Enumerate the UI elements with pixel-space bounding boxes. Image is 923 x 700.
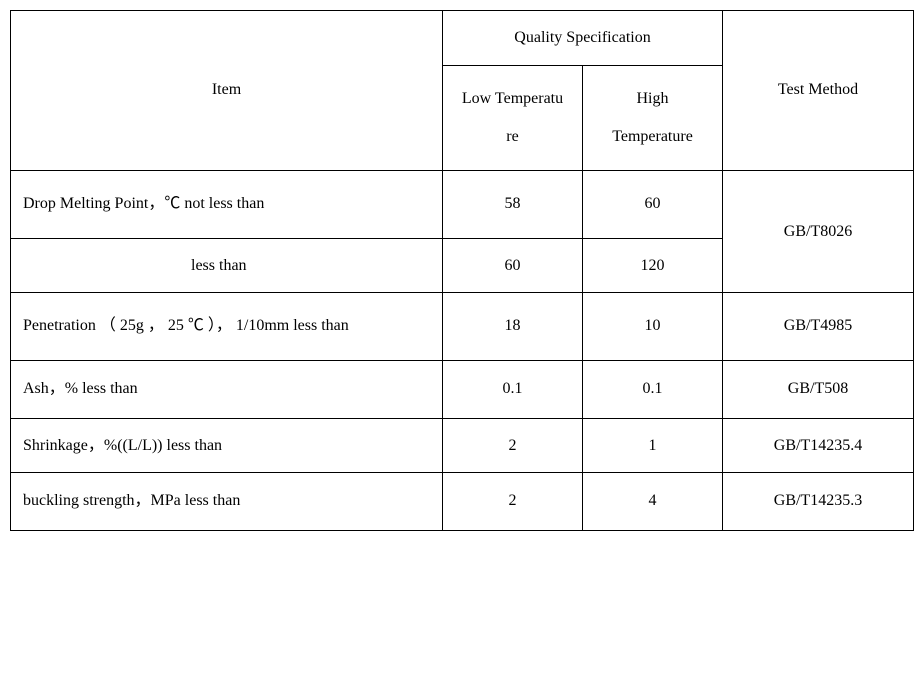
cell-item: Shrinkage，%((L/L)) less than bbox=[11, 418, 443, 473]
cell-item-text: Shrinkage，%((L/L)) less than bbox=[11, 419, 442, 473]
cell-high-text: 10 bbox=[583, 293, 722, 359]
cell-low-text: 2 bbox=[443, 419, 582, 473]
table-row: Drop Melting Point，℃ not less than 58 60… bbox=[11, 171, 914, 238]
cell-item: Ash，% less than bbox=[11, 360, 443, 418]
header-method: Test Method bbox=[723, 11, 914, 171]
cell-high-text: 120 bbox=[583, 239, 722, 293]
header-quality-spec: Quality Specification bbox=[443, 11, 723, 66]
spec-table: Item Quality Specification Test Method L… bbox=[10, 10, 914, 531]
cell-item-text: Drop Melting Point，℃ not less than bbox=[11, 171, 442, 237]
cell-high-text: 4 bbox=[583, 473, 722, 530]
cell-method-text: GB/T14235.3 bbox=[723, 473, 913, 530]
cell-high-text: 0.1 bbox=[583, 361, 722, 418]
cell-method-text: GB/T508 bbox=[723, 361, 913, 418]
cell-high-text: 60 bbox=[583, 171, 722, 237]
cell-high: 120 bbox=[583, 238, 723, 293]
cell-item: buckling strength，MPa less than bbox=[11, 473, 443, 531]
header-item: Item bbox=[11, 11, 443, 171]
cell-high: 4 bbox=[583, 473, 723, 531]
cell-high-text: 1 bbox=[583, 419, 722, 473]
header-method-label: Test Method bbox=[723, 57, 913, 123]
cell-method: GB/T14235.3 bbox=[723, 473, 914, 531]
header-quality-spec-label: Quality Specification bbox=[443, 11, 722, 65]
cell-low-text: 58 bbox=[443, 171, 582, 237]
cell-method-text: GB/T4985 bbox=[723, 293, 913, 359]
cell-low: 18 bbox=[443, 293, 583, 360]
cell-method-text: GB/T8026 bbox=[723, 199, 913, 265]
cell-low-text: 2 bbox=[443, 473, 582, 530]
cell-item-text: Ash，% less than bbox=[11, 361, 442, 418]
cell-item: Drop Melting Point，℃ not less than bbox=[11, 171, 443, 238]
cell-method: GB/T8026 bbox=[723, 171, 914, 293]
cell-method-text: GB/T14235.4 bbox=[723, 419, 913, 473]
header-row-1: Item Quality Specification Test Method bbox=[11, 11, 914, 66]
cell-low: 60 bbox=[443, 238, 583, 293]
header-low-label: Low Temperatu re bbox=[443, 66, 582, 171]
header-low: Low Temperatu re bbox=[443, 65, 583, 171]
table-row: buckling strength，MPa less than 2 4 GB/T… bbox=[11, 473, 914, 531]
cell-method: GB/T14235.4 bbox=[723, 418, 914, 473]
cell-method: GB/T4985 bbox=[723, 293, 914, 360]
table-row: Shrinkage，%((L/L)) less than 2 1 GB/T142… bbox=[11, 418, 914, 473]
cell-low: 0.1 bbox=[443, 360, 583, 418]
cell-low: 2 bbox=[443, 473, 583, 531]
cell-low: 58 bbox=[443, 171, 583, 238]
cell-high: 1 bbox=[583, 418, 723, 473]
cell-item: less than bbox=[11, 238, 443, 293]
cell-item: Penetration （ 25g ， 25 ℃ ）， 1/10mm less … bbox=[11, 293, 443, 360]
cell-high: 0.1 bbox=[583, 360, 723, 418]
cell-item-text: less than bbox=[11, 239, 442, 293]
cell-low-text: 18 bbox=[443, 293, 582, 359]
header-high-label: High Temperature bbox=[583, 66, 722, 171]
cell-high: 10 bbox=[583, 293, 723, 360]
header-item-label: Item bbox=[11, 57, 442, 123]
cell-low-text: 60 bbox=[443, 239, 582, 293]
table-row: Ash，% less than 0.1 0.1 GB/T508 bbox=[11, 360, 914, 418]
cell-method: GB/T508 bbox=[723, 360, 914, 418]
cell-item-text: buckling strength，MPa less than bbox=[11, 473, 442, 530]
table-row: Penetration （ 25g ， 25 ℃ ）， 1/10mm less … bbox=[11, 293, 914, 360]
cell-low-text: 0.1 bbox=[443, 361, 582, 418]
cell-item-text: Penetration （ 25g ， 25 ℃ ）， 1/10mm less … bbox=[11, 293, 442, 359]
header-high: High Temperature bbox=[583, 65, 723, 171]
cell-low: 2 bbox=[443, 418, 583, 473]
cell-high: 60 bbox=[583, 171, 723, 238]
